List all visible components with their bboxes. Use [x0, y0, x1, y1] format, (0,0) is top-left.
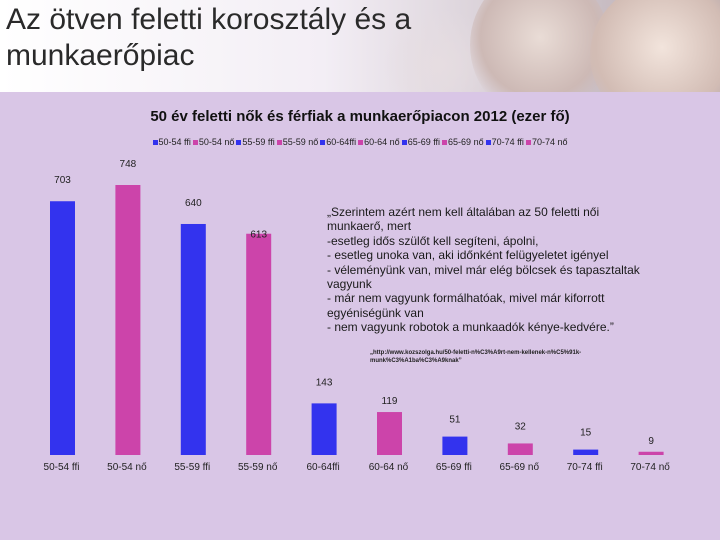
legend-swatch	[525, 140, 531, 146]
tick-label: 50-54 nő	[107, 462, 147, 473]
bar	[507, 443, 533, 455]
legend-item: 55-59 ffi	[236, 137, 275, 147]
legend-item: 60-64ffi	[320, 137, 356, 147]
legend-swatch	[320, 140, 326, 146]
bar	[180, 223, 206, 455]
quote-line: - esetleg unoka van, aki időnként felügy…	[327, 248, 609, 263]
quote-line: „Szerintem azért nem kell általában az 5…	[327, 205, 600, 219]
legend-swatch	[276, 140, 282, 146]
data-label: 15	[580, 428, 592, 439]
tick-label: 65-69 nő	[500, 462, 540, 473]
header-photo	[470, 0, 610, 92]
quote-text: „Szerintem azért nem kell általában az 5…	[327, 205, 702, 335]
quote-line: -esetleg idős szülőt kell segíteni, ápol…	[327, 233, 539, 248]
data-label: 51	[449, 415, 461, 426]
legend-item: 60-64 nő	[358, 137, 400, 147]
legend-item: 50-54 nő	[192, 137, 235, 147]
legend-swatch	[236, 140, 242, 146]
tick-label: 70-74 nő	[630, 462, 670, 473]
data-label: 143	[316, 377, 333, 388]
legend-swatch	[485, 140, 491, 146]
tick-label: 60-64 nő	[369, 462, 409, 473]
quote-line: munkaerő, mert	[327, 219, 412, 234]
quote-line: - véleményünk van, mivel már elég bölcse…	[327, 262, 640, 277]
legend-swatch	[401, 140, 407, 146]
chart-legend: 50-54 ffi 50-54 nő 55-59 ffi 55-59 nő 60-64f…	[0, 137, 720, 147]
bar	[50, 201, 75, 455]
legend-item: 70-74 ffi	[485, 137, 524, 147]
tick-label: 70-74 ffi	[567, 462, 603, 473]
legend-swatch	[152, 140, 158, 146]
legend-label: 50-54 nő	[198, 137, 235, 147]
page-title: Az ötven feletti korosztály és a munkaer…	[6, 3, 412, 72]
legend-item: 65-69 nő	[442, 137, 484, 147]
legend-label: 60-64ffi	[326, 137, 357, 147]
bar	[573, 449, 599, 455]
data-label: 640	[185, 198, 202, 209]
legend-label: 65-69 nő	[448, 137, 484, 147]
data-label: 748	[120, 159, 137, 170]
data-label: 32	[515, 421, 527, 432]
bar	[377, 412, 402, 455]
legend-item: 70-74 nő	[525, 137, 568, 147]
bar	[638, 451, 664, 455]
bar	[246, 233, 272, 455]
bar	[311, 403, 337, 455]
quote-line: - már nem vagyunk formálhatóak, mivel má…	[327, 291, 605, 306]
legend-swatch	[442, 140, 448, 146]
tick-label: 65-69 ffi	[436, 462, 472, 473]
legend-label: 55-59 nő	[282, 137, 319, 147]
data-label: 703	[54, 175, 71, 186]
header-banner: Az ötven feletti korosztály és a munkaer…	[0, 0, 720, 92]
data-label: 613	[250, 230, 267, 241]
legend-label: 55-59 ffi	[242, 137, 275, 147]
legend-label: 70-74 ffi	[491, 137, 524, 147]
legend-swatch	[192, 140, 198, 146]
bar	[442, 436, 468, 455]
legend-swatch	[358, 140, 364, 146]
quote-line: vagyunk	[327, 277, 372, 292]
legend-item: 65-69 ffi	[401, 137, 441, 147]
legend-label: 50-54 ffi	[158, 137, 191, 147]
legend-label: 70-74 nő	[531, 137, 568, 147]
legend-label: 65-69 ffi	[407, 137, 441, 147]
tick-label: 55-59 nő	[238, 462, 278, 473]
quote-line: egyéniségünk van	[327, 305, 424, 320]
quote-source: „http://www.kozszolga.hu/50-feletti-n%C3…	[370, 350, 582, 364]
data-label: 119	[382, 396, 398, 407]
chart-title: 50 év feletti nők és férfiak a munkaerőp…	[150, 108, 570, 125]
tick-label: 55-59 ffi	[174, 462, 210, 473]
data-label: 9	[648, 436, 654, 447]
quote-line: - nem vagyunk robotok a munkaadók kénye-…	[327, 320, 614, 335]
legend-label: 60-64 nő	[364, 137, 400, 147]
bar	[115, 185, 141, 455]
tick-label: 60-64ffi	[307, 462, 340, 473]
legend-item: 55-59 nő	[276, 137, 319, 147]
legend-item: 50-54 ffi	[152, 137, 191, 147]
header-photo	[590, 0, 720, 92]
tick-label: 50-54 ffi	[44, 462, 80, 473]
